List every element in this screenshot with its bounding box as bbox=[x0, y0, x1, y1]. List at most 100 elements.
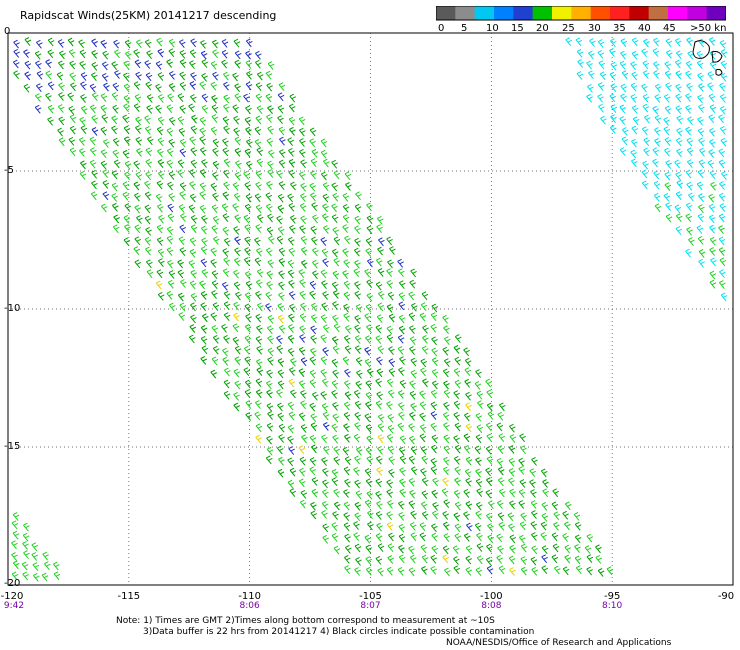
wind-barb bbox=[685, 93, 692, 102]
wind-barb bbox=[309, 379, 317, 388]
wind-barb bbox=[266, 270, 274, 280]
wind-barb bbox=[344, 456, 352, 465]
wind-barb bbox=[299, 202, 307, 212]
wind-barb bbox=[408, 455, 416, 465]
wind-barb bbox=[222, 213, 230, 222]
wind-barb bbox=[234, 345, 242, 355]
wind-barb bbox=[698, 83, 705, 92]
wind-barb bbox=[256, 324, 263, 334]
wind-barb bbox=[222, 248, 229, 257]
wind-barb bbox=[288, 378, 296, 388]
wind-barb bbox=[189, 324, 197, 333]
wind-barb bbox=[322, 193, 330, 203]
wind-barb bbox=[12, 512, 20, 521]
wind-barb bbox=[201, 59, 209, 68]
wind-barb bbox=[146, 105, 153, 114]
wind-barb bbox=[508, 468, 516, 477]
wind-barb bbox=[388, 468, 395, 478]
wind-barb bbox=[387, 424, 395, 434]
wind-barb bbox=[309, 356, 317, 366]
wind-barb bbox=[256, 345, 263, 355]
wind-barb bbox=[166, 235, 174, 245]
wind-barb bbox=[155, 193, 163, 203]
wind-barb bbox=[156, 180, 164, 190]
wind-barb bbox=[114, 70, 121, 79]
wind-barb bbox=[157, 203, 164, 213]
wind-barb bbox=[277, 92, 285, 102]
wind-barb bbox=[320, 237, 328, 246]
wind-barb bbox=[200, 302, 207, 312]
wind-barb bbox=[144, 204, 152, 214]
wind-barb bbox=[631, 125, 639, 135]
wind-barb bbox=[277, 314, 285, 324]
wind-barb bbox=[420, 467, 427, 477]
wind-barb bbox=[676, 127, 683, 137]
wind-barb bbox=[301, 434, 308, 444]
wind-barb bbox=[697, 128, 705, 137]
wind-barb bbox=[287, 324, 295, 333]
wind-barb bbox=[255, 82, 263, 92]
wind-barb bbox=[277, 380, 285, 390]
wind-barb bbox=[573, 512, 581, 521]
wind-barb bbox=[420, 302, 428, 311]
wind-barb bbox=[354, 422, 361, 431]
wind-barb bbox=[342, 192, 350, 202]
wind-barb bbox=[78, 39, 85, 49]
wind-barb bbox=[276, 335, 283, 345]
wind-barb bbox=[157, 170, 165, 180]
wind-barb bbox=[276, 235, 284, 245]
wind-barb bbox=[431, 336, 438, 346]
wind-barb bbox=[552, 543, 560, 553]
wind-barb bbox=[597, 93, 604, 103]
wind-barb bbox=[300, 182, 307, 192]
wind-barb bbox=[267, 259, 275, 269]
wind-barb bbox=[375, 335, 383, 344]
wind-barb bbox=[354, 543, 362, 553]
wind-barb bbox=[267, 125, 274, 135]
wind-barb bbox=[210, 182, 218, 192]
wind-barb bbox=[344, 345, 352, 355]
wind-barb bbox=[199, 147, 207, 156]
wind-barb bbox=[718, 280, 726, 289]
wind-barb bbox=[475, 468, 482, 478]
wind-barb bbox=[342, 214, 350, 224]
wind-barb bbox=[665, 160, 672, 169]
wind-barb bbox=[179, 71, 186, 81]
wind-barb bbox=[191, 114, 198, 124]
wind-barb bbox=[179, 302, 187, 312]
wind-barb bbox=[497, 466, 505, 476]
wind-barb bbox=[431, 434, 439, 444]
wind-barb bbox=[642, 70, 650, 79]
wind-barb bbox=[91, 61, 99, 71]
wind-barb bbox=[342, 446, 350, 456]
wind-barb bbox=[244, 236, 251, 246]
wind-barb bbox=[212, 138, 220, 148]
wind-barb bbox=[397, 258, 404, 268]
wind-barb bbox=[267, 356, 274, 366]
wind-barb bbox=[24, 71, 31, 81]
wind-barb bbox=[298, 269, 306, 278]
wind-barb bbox=[430, 324, 438, 333]
wind-barb bbox=[497, 411, 504, 421]
wind-barb bbox=[663, 116, 670, 126]
wind-barb bbox=[112, 202, 119, 212]
wind-barb bbox=[212, 39, 219, 49]
wind-barb bbox=[223, 158, 231, 168]
wind-barb bbox=[530, 556, 538, 566]
wind-barb bbox=[475, 567, 483, 577]
wind-barb bbox=[709, 270, 717, 280]
graticule-grid bbox=[8, 33, 733, 585]
wind-barb bbox=[376, 522, 383, 532]
wind-barb bbox=[276, 215, 283, 225]
wind-barb bbox=[212, 215, 220, 225]
wind-barb bbox=[221, 38, 229, 48]
wind-barb bbox=[222, 147, 230, 157]
legend-label: 25 bbox=[562, 23, 575, 34]
wind-barb bbox=[365, 401, 372, 411]
wind-barb bbox=[278, 270, 285, 280]
wind-barb bbox=[443, 336, 451, 346]
wind-barb bbox=[309, 369, 317, 379]
wind-barb bbox=[530, 500, 538, 509]
wind-barb bbox=[419, 401, 427, 411]
wind-barb bbox=[664, 171, 672, 181]
